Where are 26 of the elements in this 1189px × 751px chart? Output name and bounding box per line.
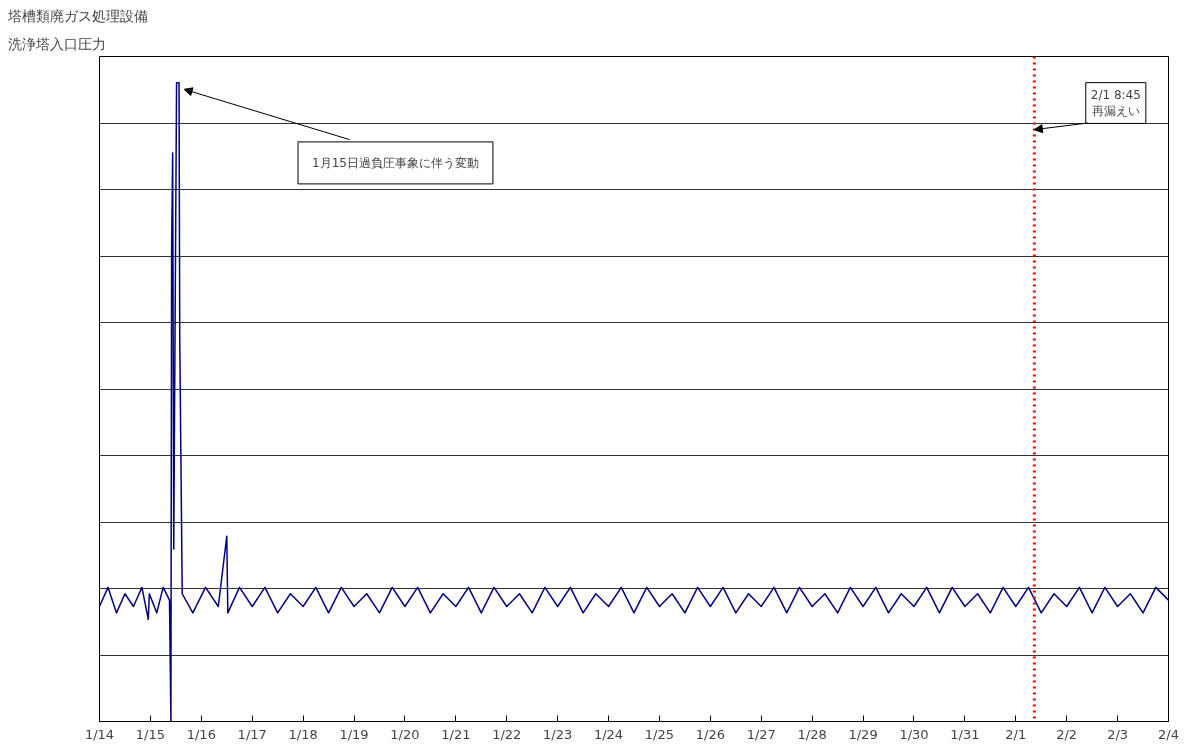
x-tick-label: 1/15 <box>135 726 166 742</box>
x-tick-label: 1/24 <box>593 726 624 742</box>
x-tick-label: 1/22 <box>492 726 522 742</box>
x-tick-label: 1/29 <box>848 726 878 742</box>
x-tick-label: 1/26 <box>695 726 725 742</box>
x-tick-label: 2/4 <box>1158 726 1179 742</box>
x-tick-label: 1/19 <box>339 726 369 742</box>
x-tick-label: 2/2 <box>1056 726 1078 742</box>
annotation: 1月15日過負圧事象に伴う変動 <box>312 155 479 170</box>
chart-subtitle: 洗浄塔入口圧力 <box>7 35 106 52</box>
ref-line-label: 2/1 8:45 再漏えい <box>1090 87 1141 119</box>
x-tick-label: 2/3 <box>1107 726 1129 742</box>
x-tick-label: 1/31 <box>950 726 980 742</box>
x-tick-label: 2/1 <box>1005 726 1027 742</box>
x-tick-label: 1/16 <box>186 726 216 742</box>
x-tick-label: 1/23 <box>543 726 573 742</box>
x-tick-label: 1/14 <box>84 726 115 742</box>
x-tick-label: 1/30 <box>899 726 929 742</box>
x-tick-label: 1/17 <box>237 726 267 742</box>
chart-title: 塔槽類廃ガス処理設備 <box>6 7 148 24</box>
x-tick-label: 1/21 <box>441 726 471 742</box>
x-tick-label: 1/27 <box>746 726 776 742</box>
x-tick-label: 1/25 <box>644 726 675 742</box>
x-tick-label: 1/28 <box>797 726 827 742</box>
x-tick-label: 1/20 <box>390 726 420 742</box>
x-tick-label: 1/18 <box>288 726 318 742</box>
